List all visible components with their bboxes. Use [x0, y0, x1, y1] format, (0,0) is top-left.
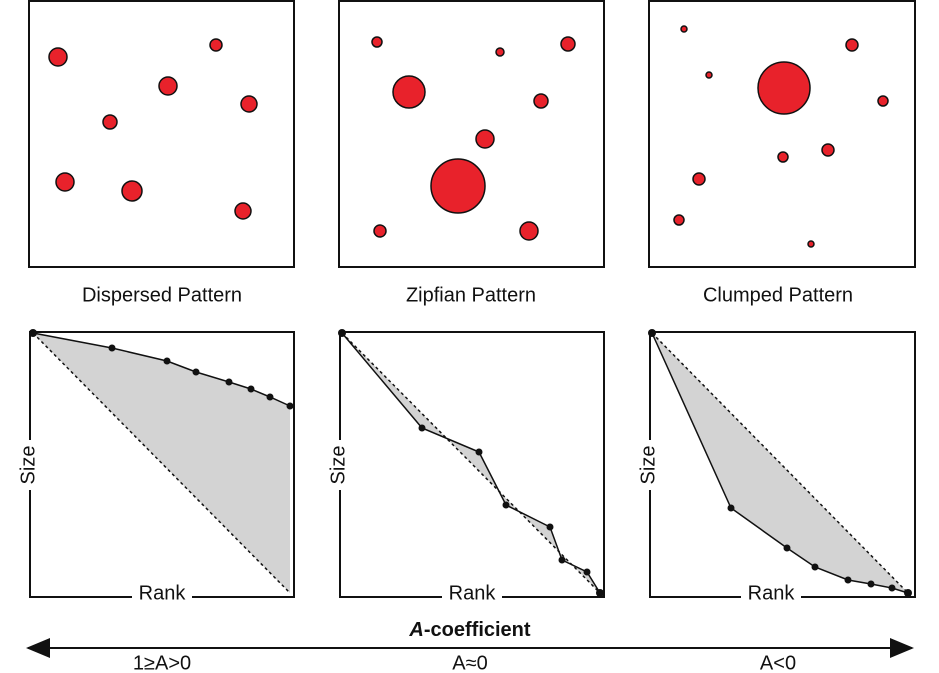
panel-title: Zipfian Pattern: [406, 284, 536, 306]
coefficient-axis: A-coefficient 1≥A>0 A≈0 A<0: [26, 619, 914, 673]
panel-box: [28, 0, 295, 268]
axis-title-suffix: -coefficient: [424, 619, 531, 641]
axis-title: A-coefficient: [408, 619, 530, 641]
panel-box: [648, 0, 916, 268]
y-axis-label: Size: [327, 446, 349, 485]
x-axis-label: Rank: [748, 582, 796, 604]
circles: [48, 25, 889, 248]
pattern-panels: Dispersed Pattern Zipfian Pattern Clumpe…: [28, 0, 916, 306]
range-label: A<0: [760, 652, 796, 673]
panel-title: Clumped Pattern: [703, 284, 853, 306]
y-axis-label: Size: [637, 446, 659, 485]
x-axis-label: Rank: [449, 582, 497, 604]
range-label: A≈0: [452, 652, 487, 673]
range-label: 1≥A>0: [133, 652, 191, 673]
x-axis-label: Rank: [139, 582, 187, 604]
rank-size-panels: Size Size Size Rank Rank Rank: [17, 329, 916, 606]
axis-title-prefix: A: [408, 619, 423, 641]
y-axis-label: Size: [17, 446, 39, 485]
panel-title: Dispersed Pattern: [82, 284, 242, 306]
panel-box: [338, 0, 605, 268]
